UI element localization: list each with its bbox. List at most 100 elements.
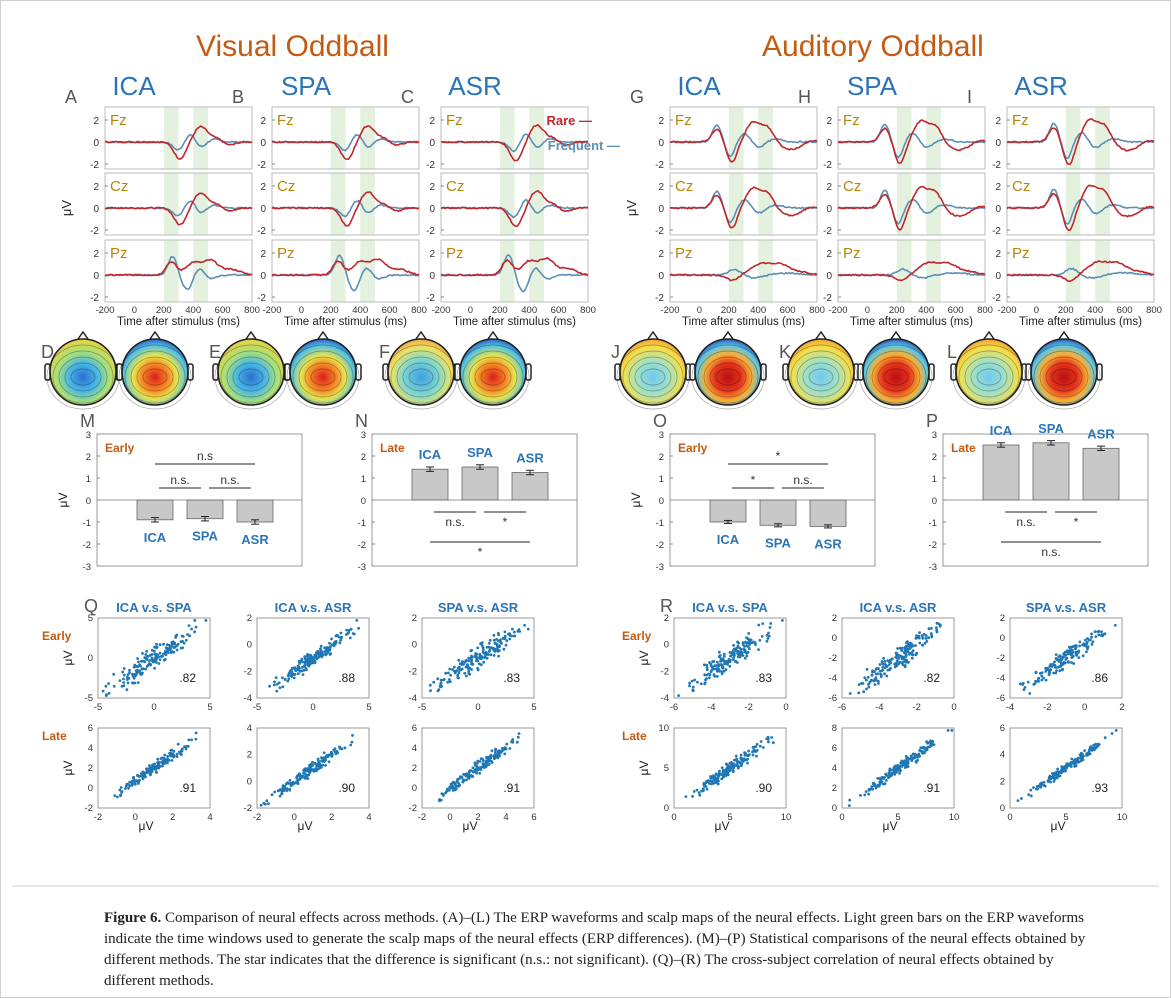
scatter-ytick-label: 2	[1000, 613, 1005, 624]
scatter-point	[894, 651, 898, 655]
scatter-point	[465, 778, 468, 782]
scatter-point	[883, 662, 887, 666]
scatter-point	[729, 654, 733, 658]
erp-axes-box	[104, 106, 253, 170]
time-window-early	[896, 107, 912, 169]
erp-xtick-label: 0	[697, 305, 702, 316]
scatter-point	[451, 668, 454, 671]
scatter-point	[482, 660, 486, 664]
erp-xtick-label: 400	[918, 305, 934, 316]
scatter-xtick-label: -4	[707, 702, 715, 713]
scatter-point	[703, 663, 706, 667]
scatter-point	[478, 760, 482, 763]
scatter-point	[184, 747, 188, 751]
erp-xtick-label: 0	[468, 305, 473, 316]
scatter-point	[343, 746, 347, 750]
scatter-point	[461, 660, 464, 663]
scatter-point	[1087, 752, 1091, 755]
scatter-point	[484, 654, 487, 657]
scatter-ytick-label: -4	[997, 673, 1005, 684]
scatter-point	[505, 742, 509, 746]
scatter-point	[486, 756, 490, 759]
scatter-point	[877, 682, 880, 685]
scatter-ytick-label: 2	[664, 613, 669, 624]
erp-channel-label: Cz	[1012, 178, 1030, 195]
scatter-point	[150, 648, 154, 652]
head-nose	[77, 330, 89, 340]
scatter-point	[865, 667, 869, 671]
bar-ytick-label: -2	[83, 540, 91, 551]
scatter-point	[140, 667, 144, 671]
scatter-point	[870, 785, 874, 788]
scatter-point	[488, 638, 492, 642]
scatter-point	[1103, 632, 1107, 636]
scatter-point	[708, 676, 711, 680]
scalp-contour	[1039, 356, 1089, 398]
scatter-point	[1040, 678, 1044, 682]
scatter-point	[293, 666, 297, 669]
erp-ytick-label: 2	[260, 249, 266, 260]
scatter-point	[350, 740, 354, 744]
scatter-point	[878, 777, 882, 780]
scatter-point	[1051, 663, 1055, 667]
scatter-point	[765, 633, 769, 637]
scatter-point	[739, 653, 742, 657]
scalp-contour	[970, 362, 1008, 392]
scatter-point	[688, 681, 691, 685]
bar-method-label: ASR	[241, 532, 269, 547]
scatter-point	[1021, 681, 1025, 685]
time-window-early	[499, 240, 515, 302]
visual-oddball-title: Visual Oddball	[196, 30, 389, 63]
scatter-point	[1110, 732, 1114, 735]
bar-method-label: ICA	[717, 532, 740, 547]
scatter-point	[441, 792, 445, 796]
bar-ytick-label: 0	[932, 496, 937, 507]
scatter-point	[909, 754, 913, 758]
scatter-point	[445, 789, 449, 793]
scatter-point	[910, 642, 913, 646]
scalp-contour	[871, 356, 921, 398]
scatter-point	[904, 759, 908, 763]
scatter-point	[489, 653, 493, 657]
scatter-point	[313, 661, 317, 664]
erp-ytick-label: 2	[93, 249, 99, 260]
scalp-contour	[64, 362, 102, 392]
erp-ytick-label: 2	[658, 249, 664, 260]
scatter-point	[316, 767, 320, 771]
bar-ytick-label: -1	[83, 518, 91, 529]
bar-method-label: SPA	[765, 535, 791, 550]
scatter-point	[728, 660, 732, 664]
scatter-point	[107, 682, 110, 685]
scalp-map	[217, 338, 285, 406]
time-window-early	[330, 107, 346, 169]
scatter-point	[930, 741, 933, 745]
scalp-contour	[976, 368, 1002, 386]
scatter-point	[848, 692, 852, 695]
scatter-axes-box	[841, 727, 955, 809]
bar	[1032, 442, 1070, 501]
erp-ytick-label: -2	[90, 226, 99, 237]
scatter-point	[1086, 637, 1089, 640]
scatter-point	[484, 651, 488, 654]
scatter-point	[719, 659, 722, 663]
erp-channel-label: Pz	[110, 245, 128, 262]
erp-method-header: ASR	[1014, 71, 1067, 101]
scatter-point	[739, 753, 743, 757]
scatter-point	[175, 755, 179, 758]
scatter-point	[265, 799, 269, 803]
scatter-point	[728, 761, 732, 765]
scatter-point	[1034, 670, 1038, 674]
scatter-point	[732, 648, 735, 652]
erp-waveform-rare	[837, 185, 986, 232]
scatter-point	[881, 662, 884, 665]
scatter-ytick-label: -6	[997, 693, 1005, 704]
scatter-point	[126, 681, 130, 685]
scatter-point	[118, 788, 122, 792]
head-nose	[1058, 330, 1070, 340]
scatter-point	[146, 767, 150, 771]
scatter-point	[761, 746, 765, 749]
erp-xtick-label: -200	[828, 305, 847, 316]
scatter-point	[444, 671, 448, 675]
scatter-point	[743, 648, 747, 652]
scatter-xtick-label: 10	[1117, 812, 1128, 823]
